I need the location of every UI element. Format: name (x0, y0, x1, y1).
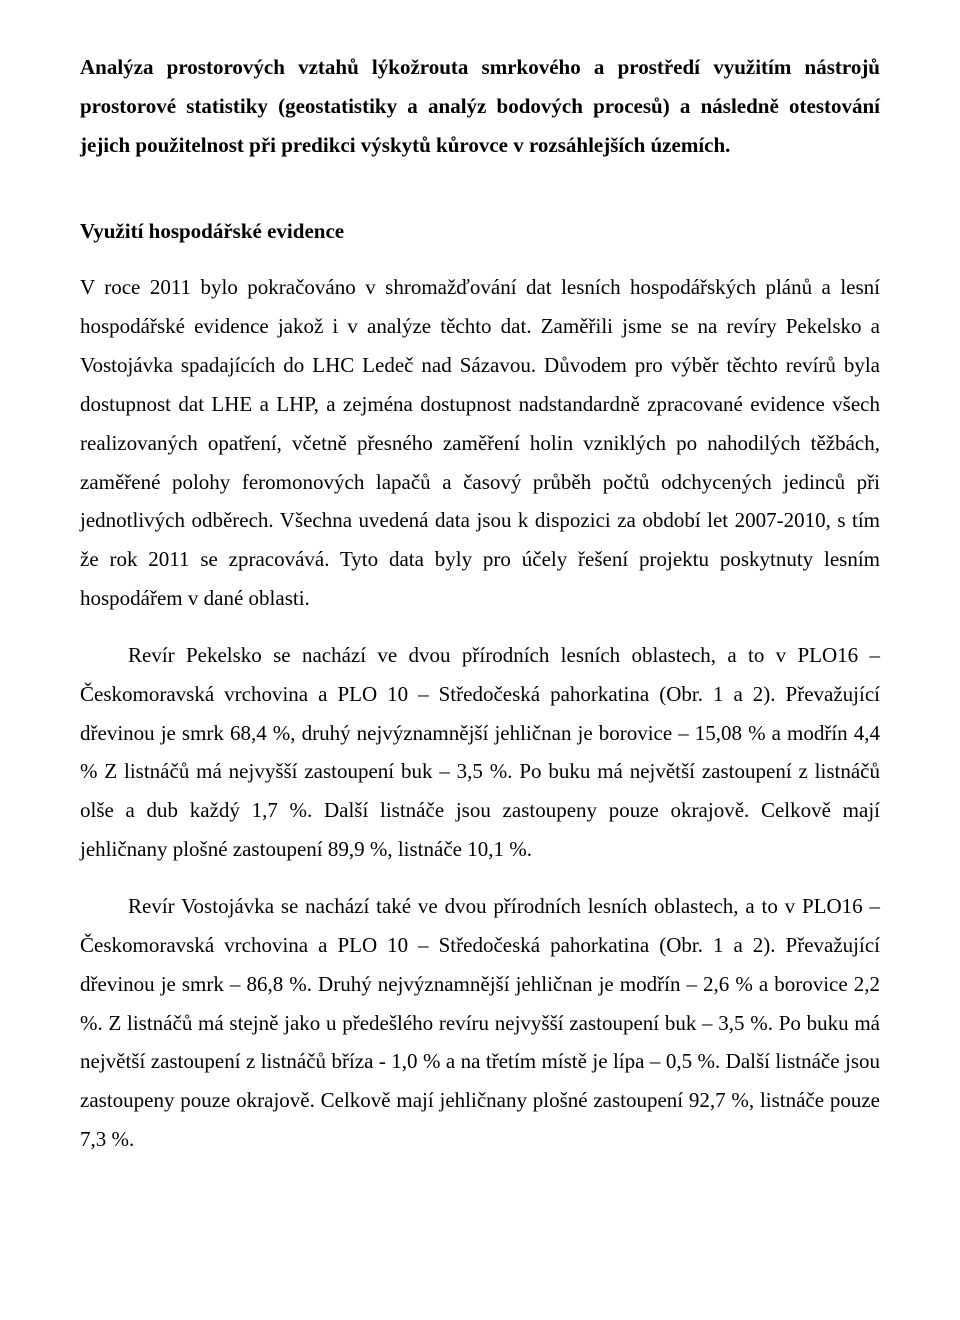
section-heading: Využití hospodářské evidence (80, 213, 880, 251)
paragraph: Revír Pekelsko se nachází ve dvou přírod… (80, 636, 880, 869)
paragraph: V roce 2011 bylo pokračováno v shromažďo… (80, 268, 880, 618)
document-title: Analýza prostorových vztahů lýkožrouta s… (80, 48, 880, 165)
paragraph: Revír Vostojávka se nachází také ve dvou… (80, 887, 880, 1159)
